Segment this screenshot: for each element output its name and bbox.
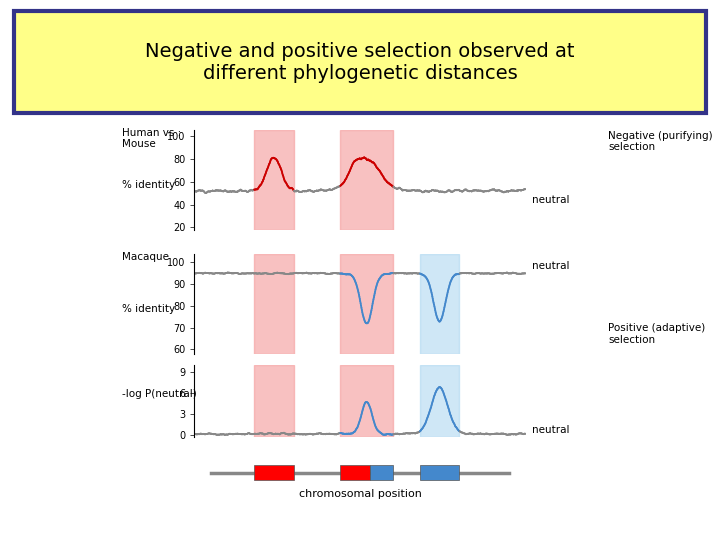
Bar xyxy=(340,364,393,437)
Bar xyxy=(254,364,294,437)
Bar xyxy=(420,254,459,354)
Text: Macaque: Macaque xyxy=(122,252,168,262)
Text: Positive (adaptive)
selection: Positive (adaptive) selection xyxy=(608,323,706,345)
Bar xyxy=(420,364,459,437)
Bar xyxy=(254,130,294,230)
Bar xyxy=(340,465,370,480)
Bar xyxy=(340,130,393,230)
Text: Human vs :
Mouse: Human vs : Mouse xyxy=(122,127,181,149)
Bar xyxy=(340,254,393,354)
Text: neutral: neutral xyxy=(532,261,570,271)
Text: Negative and positive selection observed at
different phylogenetic distances: Negative and positive selection observed… xyxy=(145,42,575,83)
Text: -log P(neutral): -log P(neutral) xyxy=(122,389,197,399)
Text: chromosomal position: chromosomal position xyxy=(299,489,421,499)
Bar xyxy=(254,465,294,480)
Text: Negative (purifying)
selection: Negative (purifying) selection xyxy=(608,131,713,152)
Text: % identity: % identity xyxy=(122,179,175,190)
Text: neutral: neutral xyxy=(532,425,570,435)
Bar xyxy=(420,465,459,480)
FancyBboxPatch shape xyxy=(14,11,706,113)
Text: neutral: neutral xyxy=(532,194,570,205)
Bar xyxy=(370,465,393,480)
Bar xyxy=(254,254,294,354)
Text: % identity: % identity xyxy=(122,303,175,314)
